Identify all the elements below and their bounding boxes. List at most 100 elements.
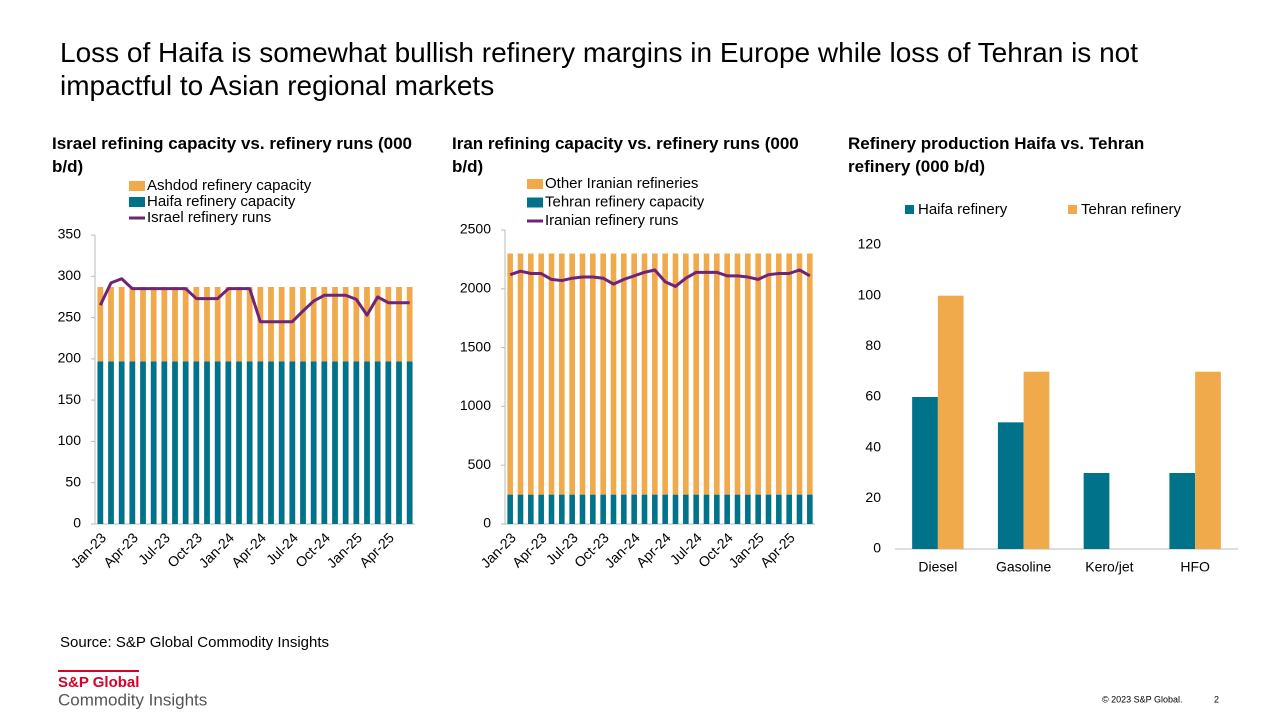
bar (172, 361, 178, 524)
bar (672, 494, 679, 524)
bar (559, 253, 565, 495)
bar (182, 361, 189, 524)
bar (278, 361, 285, 524)
x-tick-label: Kero/jet (1085, 559, 1133, 575)
bar (385, 361, 392, 524)
x-tick-label: Apr-24 (228, 529, 269, 570)
legend-label: Haifa refinery capacity (147, 193, 296, 210)
bar (528, 494, 534, 524)
y-tick-label: 80 (865, 337, 881, 353)
bar (193, 361, 200, 524)
bar (734, 253, 741, 495)
bar (150, 361, 157, 524)
bar (246, 361, 253, 524)
chart-title: Iran refining capacity vs. refinery runs… (452, 134, 799, 176)
slide-title: Loss of Haifa is somewhat bullish refine… (60, 37, 1138, 101)
y-tick-label: 60 (865, 388, 881, 404)
bar (342, 287, 349, 362)
chart-title: Israel refining capacity vs. refinery ru… (52, 134, 412, 176)
bar (683, 253, 689, 495)
logo-name: S&P Global (58, 674, 139, 691)
bar (268, 287, 274, 362)
bar (246, 287, 253, 362)
bar (396, 361, 402, 524)
bar (693, 253, 699, 495)
bar (745, 494, 751, 524)
bar (310, 361, 317, 524)
bar (97, 361, 104, 524)
bar (703, 253, 710, 495)
copyright: © 2023 S&P Global. (1102, 694, 1183, 704)
bar (724, 494, 730, 524)
bar (1195, 371, 1221, 549)
bar (118, 361, 125, 524)
x-tick-label: Diesel (918, 559, 957, 575)
x-tick-label: Apr-25 (757, 529, 798, 570)
y-tick-label: 2000 (460, 280, 491, 296)
bar (776, 494, 782, 524)
legend-label: Haifa refinery (918, 201, 1008, 218)
bar (406, 361, 413, 524)
bar (1169, 473, 1196, 549)
legend-label: Other Iranian refineries (545, 175, 698, 192)
y-tick-label: 120 (858, 236, 882, 252)
bar (693, 494, 699, 524)
bar (268, 361, 274, 524)
bar (796, 253, 803, 495)
bar (310, 287, 317, 362)
bar (374, 287, 381, 362)
bar (182, 287, 189, 362)
x-tick-label: Apr-23 (100, 529, 141, 570)
bar (786, 494, 792, 524)
bar (538, 253, 544, 495)
y-tick-label: 250 (58, 308, 82, 324)
bar (786, 253, 792, 495)
line (509, 268, 811, 288)
bar (342, 361, 349, 524)
bar (765, 253, 772, 495)
bar (150, 287, 157, 362)
bar (1023, 371, 1050, 549)
legend-label: Tehran refinery capacity (545, 193, 705, 210)
bar (300, 287, 306, 362)
bar (755, 494, 761, 524)
bar (569, 253, 575, 495)
bar (807, 253, 813, 495)
bar (406, 287, 413, 362)
bar (118, 287, 125, 362)
bar (225, 287, 232, 362)
bar (528, 253, 534, 495)
bar (590, 253, 596, 495)
legend-swatch (527, 179, 543, 189)
bar (662, 494, 668, 524)
x-tick-label: Apr-24 (633, 529, 674, 570)
bar (204, 287, 210, 362)
x-tick-label: Apr-23 (509, 529, 550, 570)
bar (569, 494, 575, 524)
bar (590, 494, 596, 524)
bar (353, 361, 360, 524)
logo-tagline: Commodity Insights (58, 690, 207, 709)
bar (796, 494, 803, 524)
bar (652, 494, 658, 524)
bar (672, 253, 679, 495)
y-tick-label: 0 (73, 515, 81, 531)
x-tick-label: Jan-23 (67, 529, 109, 571)
bar (621, 253, 627, 495)
bar (734, 494, 741, 524)
legend-label: Iranian refinery runs (545, 212, 678, 229)
legend-swatch (527, 197, 543, 208)
bar (807, 494, 813, 524)
bar (652, 253, 658, 495)
bar (161, 287, 168, 362)
bar (507, 494, 513, 524)
legend-swatch (905, 205, 914, 214)
bar (161, 361, 168, 524)
legend-label: Tehran refinery (1081, 201, 1182, 218)
bar (517, 253, 524, 495)
bar (204, 361, 210, 524)
bar (662, 253, 668, 495)
bar (193, 287, 200, 362)
y-tick-label: 40 (865, 438, 881, 454)
